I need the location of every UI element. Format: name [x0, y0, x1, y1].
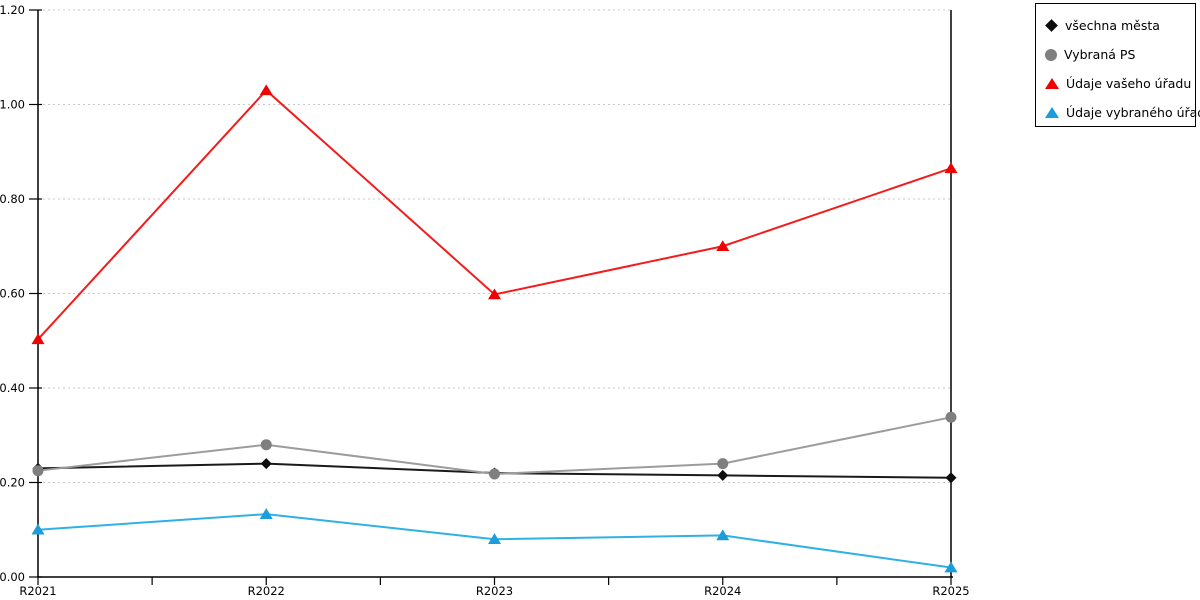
- x-axis-tick-label: R2023: [476, 584, 513, 598]
- circle-marker-icon: [945, 411, 957, 423]
- circle-marker-icon: [32, 465, 44, 477]
- series-markers-3: [31, 508, 958, 573]
- y-axis-tick-label: 0.40: [0, 381, 25, 395]
- y-axis-tick-label: 0.80: [0, 192, 25, 206]
- triangle-marker-icon: [716, 529, 730, 541]
- legend-item-1: Vybraná PS: [1045, 40, 1191, 69]
- triangle-marker-icon: [31, 523, 45, 535]
- y-axis-tick-label: 0.20: [0, 476, 25, 490]
- series-markers-2: [31, 84, 958, 345]
- y-axis-tick-label: 0.00: [0, 570, 25, 584]
- triangle-marker-icon: [944, 162, 958, 174]
- legend-label: všechna města: [1065, 18, 1160, 33]
- x-axis-tick-label: R2022: [248, 584, 285, 598]
- diamond-marker-icon: [1045, 19, 1058, 32]
- legend-item-2: Údaje vašeho úřadu: [1045, 69, 1191, 98]
- triangle-marker-icon: [1045, 107, 1059, 118]
- diamond-marker-icon: [717, 469, 729, 481]
- y-axis-tick-label: 0.60: [0, 287, 25, 301]
- triangle-marker-icon: [1045, 78, 1059, 89]
- legend: všechna města Vybraná PS Údaje vašeho úřad…: [1035, 3, 1200, 127]
- y-axis-tick-label: 1.20: [0, 3, 25, 17]
- x-axis-tick-label: R2021: [19, 584, 56, 598]
- series-path: [37, 88, 952, 341]
- triangle-marker-icon: [31, 333, 45, 345]
- diamond-marker-icon: [260, 458, 272, 470]
- triangle-marker-icon: [488, 288, 501, 300]
- x-axis-tick-label: R2024: [704, 584, 741, 598]
- circle-marker-icon: [260, 439, 272, 451]
- legend-label: Údaje vybraného úřadu: [1066, 105, 1200, 120]
- diamond-marker-icon: [945, 472, 957, 484]
- circle-marker-icon: [489, 468, 500, 480]
- x-axis-tick-label: R2025: [932, 584, 969, 598]
- y-axis-tick-label: 1.00: [0, 98, 25, 112]
- legend-label: Údaje vašeho úřadu: [1066, 76, 1192, 91]
- legend-label: Vybraná PS: [1064, 47, 1136, 62]
- triangle-marker-icon: [944, 561, 958, 573]
- series-markers-1: [32, 411, 957, 480]
- legend-item-0: všechna města: [1045, 11, 1191, 40]
- circle-marker-icon: [1045, 48, 1057, 61]
- series-line-2: [37, 88, 952, 341]
- circle-marker-icon: [717, 458, 729, 470]
- triangle-marker-icon: [488, 533, 501, 544]
- triangle-marker-icon: [716, 240, 730, 252]
- triangle-marker-icon: [259, 84, 273, 96]
- legend-item-3: Údaje vybraného úřadu: [1045, 98, 1200, 127]
- triangle-marker-icon: [259, 508, 273, 519]
